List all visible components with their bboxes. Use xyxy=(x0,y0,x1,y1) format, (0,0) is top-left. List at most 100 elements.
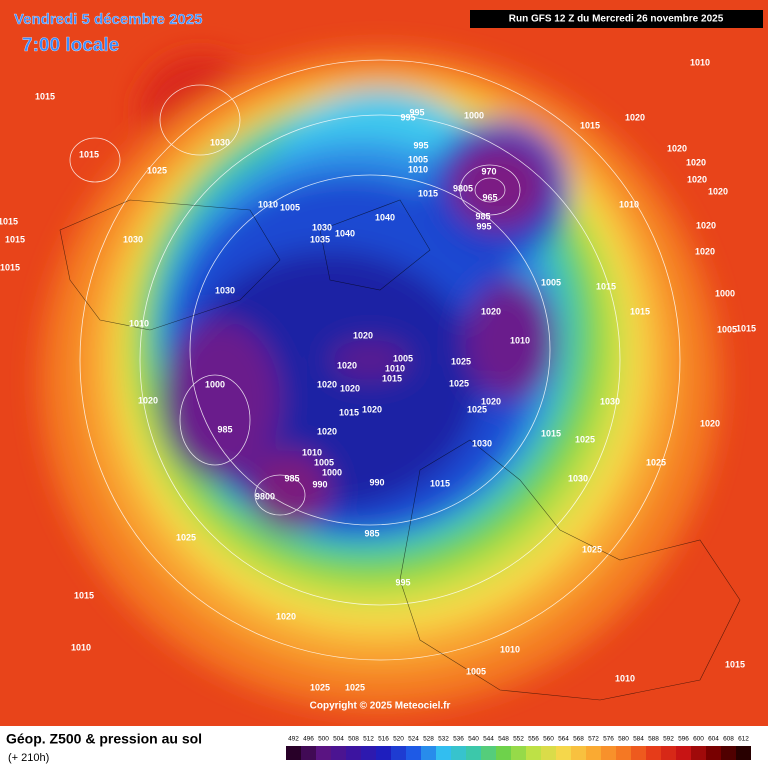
pressure-label: 1025 xyxy=(449,378,469,388)
pressure-label: 1020 xyxy=(625,112,645,122)
pressure-label: 1005 xyxy=(541,277,561,287)
pressure-label: 1005 xyxy=(393,353,413,363)
run-info: Run GFS 12 Z du Mercredi 26 novembre 202… xyxy=(509,14,724,25)
pressure-label: 1015 xyxy=(630,306,650,316)
pressure-label: 1015 xyxy=(0,216,18,226)
pressure-label: 1040 xyxy=(335,228,355,238)
scale-swatch xyxy=(571,746,586,760)
scale-label: 556 xyxy=(528,736,539,743)
scale-swatch xyxy=(736,746,751,760)
pressure-label: 1040 xyxy=(375,212,395,222)
pressure-label: 1025 xyxy=(176,532,196,542)
scale-swatch xyxy=(721,746,736,760)
scale-swatch xyxy=(556,746,571,760)
scale-swatch xyxy=(481,746,496,760)
pressure-label: 1015 xyxy=(725,659,745,669)
scale-label: 544 xyxy=(483,736,494,743)
pressure-label: 1020 xyxy=(481,306,501,316)
pressure-label: 1030 xyxy=(472,438,492,448)
scale-swatch xyxy=(526,746,541,760)
scale-label: 524 xyxy=(408,736,419,743)
scale-swatch xyxy=(496,746,511,760)
scale-swatch xyxy=(361,746,376,760)
pressure-label: 1020 xyxy=(696,220,716,230)
scale-swatch xyxy=(601,746,616,760)
run-box xyxy=(470,10,763,28)
pressure-label: 1010 xyxy=(615,673,635,683)
pressure-label: 1010 xyxy=(385,363,405,373)
scale-swatch xyxy=(286,746,301,760)
pressure-label: 1025 xyxy=(467,404,487,414)
pressure-label: 1015 xyxy=(5,234,25,244)
pressure-label: 1030 xyxy=(123,234,143,244)
pressure-label: 1025 xyxy=(575,434,595,444)
pressure-label: 985 xyxy=(284,473,299,483)
pressure-label: 1020 xyxy=(276,611,296,621)
pressure-label: 985 xyxy=(475,211,490,221)
scale-label: 532 xyxy=(438,736,449,743)
pressure-label: 1020 xyxy=(667,143,687,153)
scale-swatch xyxy=(616,746,631,760)
pressure-label: 995 xyxy=(413,140,428,150)
scale-swatch xyxy=(631,746,646,760)
pressure-label: 1015 xyxy=(596,281,616,291)
scale-swatch xyxy=(466,746,481,760)
pressure-label: 1010 xyxy=(408,164,428,174)
scale-label: 540 xyxy=(468,736,479,743)
pressure-label: 1015 xyxy=(35,91,55,101)
pressure-label: 1015 xyxy=(74,590,94,600)
pressure-label: 1005 xyxy=(314,457,334,467)
scale-swatch xyxy=(676,746,691,760)
scale-swatch xyxy=(421,746,436,760)
pressure-label: 965 xyxy=(482,192,497,202)
scale-label: 580 xyxy=(618,736,629,743)
pressure-label: 1025 xyxy=(147,165,167,175)
pressure-label: 1020 xyxy=(708,186,728,196)
pressure-label: 1015 xyxy=(430,478,450,488)
scale-label: 500 xyxy=(318,736,329,743)
pressure-label: 1020 xyxy=(687,174,707,184)
scale-label: 552 xyxy=(513,736,524,743)
pressure-label: 1030 xyxy=(215,285,235,295)
pressure-label: 1020 xyxy=(317,426,337,436)
pressure-label: 1015 xyxy=(418,188,438,198)
pressure-label: 1025 xyxy=(582,544,602,554)
forecast-time: 7:00 locale xyxy=(22,35,119,56)
pressure-label: 1005 xyxy=(466,666,486,676)
scale-label: 608 xyxy=(723,736,734,743)
scale-label: 612 xyxy=(738,736,749,743)
pressure-label: 1025 xyxy=(451,356,471,366)
pressure-label: 1000 xyxy=(205,379,225,389)
scale-swatch xyxy=(541,746,556,760)
pressure-label: 1015 xyxy=(79,149,99,159)
scale-label: 492 xyxy=(288,736,299,743)
scale-swatch xyxy=(346,746,361,760)
pressure-label: 1025 xyxy=(310,682,330,692)
pressure-label: 1020 xyxy=(353,330,373,340)
pressure-label: 1015 xyxy=(580,120,600,130)
pressure-label: 995 xyxy=(400,112,415,122)
copyright: Copyright © 2025 Meteociel.fr xyxy=(310,701,451,712)
scale-swatch xyxy=(646,746,661,760)
pressure-label: 1000 xyxy=(322,467,342,477)
scale-label: 600 xyxy=(693,736,704,743)
pressure-label: 1010 xyxy=(619,199,639,209)
scale-label: 584 xyxy=(633,736,644,743)
pressure-label: 1005 xyxy=(280,202,300,212)
scale-swatch xyxy=(331,746,346,760)
scale-label: 520 xyxy=(393,736,404,743)
pressure-label: 1005 xyxy=(717,324,737,334)
scale-label: 564 xyxy=(558,736,569,743)
pressure-label: 1030 xyxy=(568,473,588,483)
pressure-label: 1015 xyxy=(382,373,402,383)
pressure-label: 985 xyxy=(364,528,379,538)
pressure-label: 1020 xyxy=(700,418,720,428)
pressure-label: 1020 xyxy=(362,404,382,414)
pressure-label: 1005 xyxy=(408,154,428,164)
scale-swatch xyxy=(691,746,706,760)
pressure-label: 1010 xyxy=(302,447,322,457)
scale-label: 560 xyxy=(543,736,554,743)
scale-label: 576 xyxy=(603,736,614,743)
